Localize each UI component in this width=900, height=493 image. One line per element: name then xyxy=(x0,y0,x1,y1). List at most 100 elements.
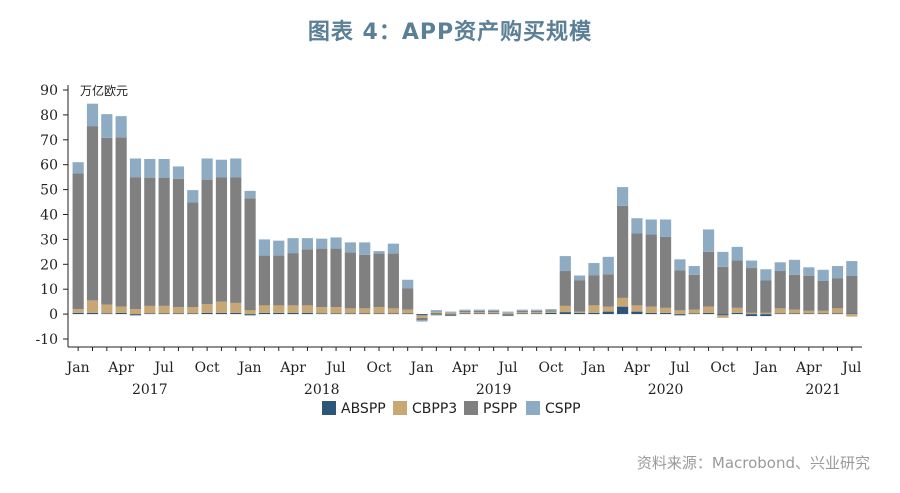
bar-abspp-2020-01 xyxy=(588,312,600,315)
bar-pspp-2021-01 xyxy=(760,280,772,313)
bar-abspp-2018-09 xyxy=(359,313,371,315)
bar-cspp-2017-04 xyxy=(115,116,127,138)
bar-abspp-2017-03 xyxy=(101,313,113,315)
bar-pspp-2019-11 xyxy=(559,271,571,306)
bar-cspp-2017-10 xyxy=(201,158,213,180)
bar-cspp-2019-01 xyxy=(416,320,428,322)
bar-cbpp3-2020-03 xyxy=(617,297,629,307)
bar-cbpp3-2018-02 xyxy=(258,305,271,313)
bar-cbpp3-2020-09 xyxy=(702,306,715,313)
bar-cbpp3-2019-04 xyxy=(459,312,471,314)
bar-pspp-2018-04 xyxy=(287,253,299,306)
unit-label: 万亿欧元 xyxy=(80,83,128,98)
bar-pspp-2018-01 xyxy=(244,198,256,311)
bar-cbpp3-2020-02 xyxy=(602,306,614,312)
y-tick-label: -10 xyxy=(35,332,58,348)
bar-abspp-2017-01 xyxy=(72,312,84,315)
bar-cbpp3-2020-04 xyxy=(631,305,643,312)
bar-cspp-2020-10 xyxy=(717,251,729,267)
bar-cbpp3-2019-12 xyxy=(574,311,586,313)
bar-cbpp3-2019-08 xyxy=(516,312,528,314)
x-month-label: Jan xyxy=(237,360,262,376)
bar-pspp-2017-07 xyxy=(158,177,170,306)
bar-cspp-2017-09 xyxy=(187,190,199,203)
bar-pspp-2021-05 xyxy=(817,280,829,311)
bar-cspp-2018-08 xyxy=(344,242,356,253)
x-month-label: Oct xyxy=(367,360,392,376)
bar-abspp-2018-05 xyxy=(301,312,313,315)
bar-abspp-2021-07 xyxy=(846,313,858,315)
bar-abspp-2021-06 xyxy=(831,313,844,315)
bar-cspp-2021-03 xyxy=(788,259,801,275)
bar-abspp-2018-10 xyxy=(373,313,385,315)
y-tick-label: 30 xyxy=(40,232,58,248)
bar-cbpp3-2017-01 xyxy=(72,309,84,313)
bar-cbpp3-2020-01 xyxy=(588,305,600,313)
legend-label-pspp: PSPP xyxy=(483,401,517,417)
bar-abspp-2021-03 xyxy=(788,313,801,315)
bar-cbpp3-2019-05 xyxy=(473,312,485,314)
bar-cbpp3-2017-12 xyxy=(230,302,242,313)
legend-swatch-cspp xyxy=(526,401,540,415)
bar-cspp-2020-04 xyxy=(631,218,643,234)
bar-cspp-2019-03 xyxy=(445,311,457,313)
bar-cspp-2020-11 xyxy=(731,246,743,261)
bar-abspp-2019-02 xyxy=(430,313,442,315)
legend-swatch-abspp xyxy=(322,401,336,415)
bar-cspp-2019-06 xyxy=(488,309,500,311)
bar-abspp-2018-11 xyxy=(387,313,399,315)
y-tick-label: 60 xyxy=(40,158,58,174)
x-month-label: Apr xyxy=(623,360,650,376)
x-year-label: 2021 xyxy=(805,382,841,398)
bar-abspp-2020-07 xyxy=(674,314,686,316)
bar-cbpp3-2019-06 xyxy=(488,312,500,314)
bar-cspp-2017-02 xyxy=(86,103,99,127)
x-month-label: Jul xyxy=(496,360,518,376)
x-year-label: 2017 xyxy=(132,382,168,398)
bar-abspp-2018-01 xyxy=(244,314,256,316)
bar-abspp-2020-02 xyxy=(602,311,614,315)
bar-cspp-2017-05 xyxy=(129,158,142,178)
bar-pspp-2020-01 xyxy=(588,275,600,306)
bar-pspp-2019-01 xyxy=(416,317,428,321)
bar-abspp-2019-08 xyxy=(516,313,528,315)
bar-abspp-2020-09 xyxy=(702,312,715,315)
bar-abspp-2017-12 xyxy=(230,312,242,315)
bar-cspp-2018-06 xyxy=(316,238,328,249)
bar-pspp-2021-04 xyxy=(803,276,815,311)
bar-cbpp3-2018-01 xyxy=(244,310,256,315)
bar-cbpp3-2021-05 xyxy=(817,310,829,314)
bar-cspp-2020-06 xyxy=(659,219,672,237)
x-month-label: Oct xyxy=(710,360,735,376)
bar-cspp-2021-07 xyxy=(846,261,858,277)
x-month-label: Oct xyxy=(195,360,220,376)
bar-abspp-2017-11 xyxy=(215,312,228,315)
bar-abspp-2019-09 xyxy=(531,313,543,315)
bar-cbpp3-2020-05 xyxy=(645,306,657,313)
bar-cspp-2020-12 xyxy=(745,260,758,269)
bar-cbpp3-2020-07 xyxy=(674,310,686,315)
bar-cbpp3-2017-02 xyxy=(86,300,99,313)
bar-cbpp3-2020-11 xyxy=(731,307,743,313)
bar-cspp-2019-04 xyxy=(459,309,471,311)
bar-cspp-2020-01 xyxy=(588,263,600,276)
bar-cbpp3-2021-07 xyxy=(846,314,858,317)
bar-abspp-2020-08 xyxy=(688,313,700,315)
bar-abspp-2018-02 xyxy=(258,312,271,315)
bar-pspp-2017-10 xyxy=(201,179,213,305)
bar-pspp-2017-06 xyxy=(144,177,156,306)
bar-pspp-2017-12 xyxy=(230,177,242,303)
bar-pspp-2018-09 xyxy=(359,254,371,309)
x-year-label: 2018 xyxy=(304,382,340,398)
legend-item-cspp: CSPP xyxy=(526,401,581,417)
x-year-label: 2020 xyxy=(648,382,684,398)
axes-layer xyxy=(63,85,862,351)
bar-cbpp3-2018-06 xyxy=(316,307,328,314)
bar-cspp-2017-11 xyxy=(215,159,228,178)
bar-abspp-2020-04 xyxy=(631,311,643,315)
bar-pspp-2020-09 xyxy=(702,251,715,307)
bar-cspp-2019-09 xyxy=(531,309,543,311)
bar-cspp-2018-01 xyxy=(244,190,256,199)
bar-pspp-2017-11 xyxy=(215,177,228,302)
